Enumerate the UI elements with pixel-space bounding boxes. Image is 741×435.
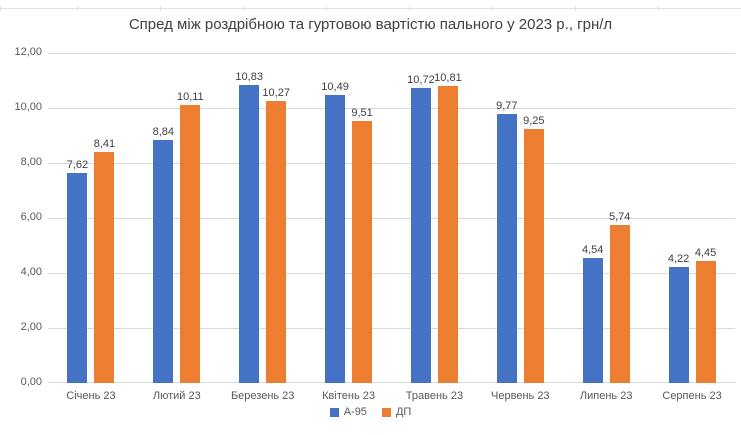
- chart-title: Спред між роздрібною та гуртовою вартіст…: [128, 16, 613, 33]
- x-axis-labels: Січень 23 Лютий 23 Березень 23 Квітень 23 Тр…: [48, 390, 735, 404]
- y-axis-tick-label: 6,00: [20, 211, 42, 223]
- bar-ДП: [609, 225, 630, 383]
- bar-А-95: [67, 173, 88, 383]
- legend-item-ДП: ДП: [381, 406, 412, 418]
- x-axis-category-label: Серпень 23: [662, 390, 722, 402]
- bar-ДП: [695, 260, 716, 383]
- bar-ДП: [94, 151, 115, 383]
- gridline: [48, 328, 735, 329]
- x-axis-category-label: Лютий 23: [152, 390, 201, 402]
- bar-ДП: [523, 128, 544, 383]
- bar-ДП: [180, 104, 201, 383]
- x-axis-category-label: Січень 23: [66, 390, 116, 402]
- legend-item-А-95: А-95: [329, 406, 367, 418]
- gridline: [48, 273, 735, 274]
- bar-value-label: 8,84: [152, 125, 175, 138]
- bar-А-95: [239, 85, 260, 383]
- bar-value-label: 9,25: [523, 114, 545, 127]
- bar-value-label: 10,11: [176, 90, 204, 103]
- bar-value-label: 4,22: [667, 252, 690, 265]
- bar-А-95: [582, 258, 603, 383]
- legend-label: А-95: [343, 406, 367, 418]
- y-axis-tick-label: 4,00: [20, 266, 42, 278]
- x-axis-line: [48, 382, 735, 383]
- plot-area: 12,00 10,00 8,00 6,00 4,00 2,00 0,00 7,62 8,41 8,…: [14, 46, 735, 388]
- bar-value-label: 9,51: [351, 107, 373, 120]
- bar-А-95: [153, 139, 174, 383]
- bar-А-95: [410, 88, 431, 383]
- x-axis-category-label: Червень 23: [491, 390, 550, 402]
- y-axis-tick-label: 12,00: [14, 46, 42, 58]
- legend-label: ДП: [395, 406, 412, 418]
- bar-value-label: 10,49: [321, 80, 349, 93]
- x-axis-category-label: Березень 23: [230, 390, 295, 402]
- bar-А-95: [496, 114, 517, 383]
- x-axis-category-label: Липень 23: [579, 390, 633, 402]
- bar-value-label: 9,77: [496, 100, 518, 113]
- gridline: [48, 53, 735, 54]
- bar-ДП: [266, 100, 287, 383]
- bar-value-label: 10,81: [434, 71, 462, 84]
- y-axis-tick-label: 0,00: [20, 376, 42, 388]
- bar-value-label: 5,74: [608, 211, 631, 224]
- x-axis-category-label: Травень 23: [405, 390, 464, 402]
- legend-swatch: [329, 407, 339, 417]
- y-axis-tick-label: 10,00: [14, 101, 42, 113]
- bar-А-95: [325, 94, 346, 383]
- bar-value-label: 8,41: [93, 137, 116, 150]
- bar-А-95: [668, 266, 689, 383]
- y-axis-tick-label: 8,00: [20, 156, 42, 168]
- y-axis-tick-label: 2,00: [20, 321, 42, 333]
- legend: А-95 ДП: [0, 406, 741, 418]
- bar-value-label: 4,54: [581, 244, 604, 257]
- bar-value-label: 7,62: [66, 159, 89, 172]
- bar-ДП: [352, 121, 373, 383]
- x-axis-category-label: Квітень 23: [322, 390, 375, 402]
- bar-value-label: 10,27: [262, 86, 290, 99]
- top-rule-line: [0, 8, 741, 9]
- gridline: [48, 163, 735, 164]
- bar-value-label: 10,83: [235, 71, 263, 84]
- gridline: [48, 108, 735, 109]
- bar-value-label: 10,72: [407, 74, 435, 87]
- legend-swatch: [381, 407, 391, 417]
- gridline: [48, 218, 735, 219]
- bar-ДП: [437, 85, 458, 383]
- bar-value-label: 4,45: [694, 246, 717, 259]
